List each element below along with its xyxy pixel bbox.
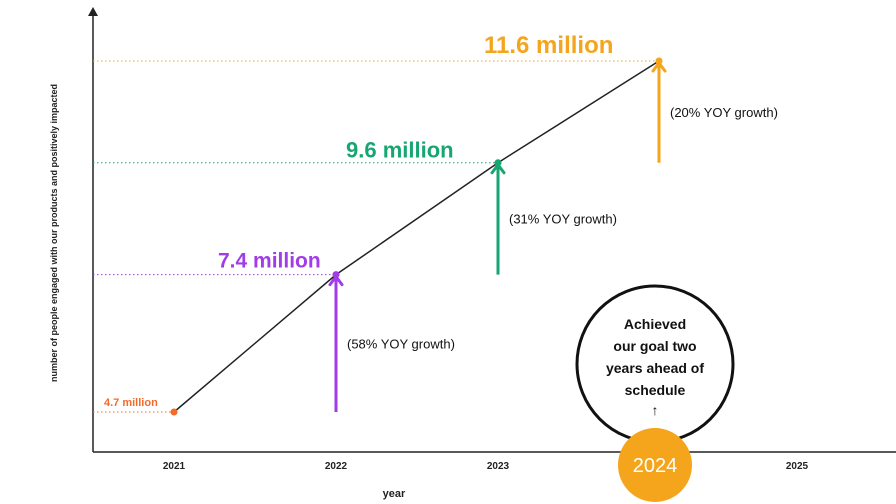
series-line-layer: [170, 57, 663, 416]
x-tick-2025: 2025: [786, 461, 809, 472]
callout-line-1: Achieved: [624, 316, 686, 332]
badge-label: 2024: [633, 455, 678, 477]
growth-label-2022: (58% YOY growth): [347, 336, 455, 351]
x-tick-2023: 2023: [487, 461, 510, 472]
data-point-2024: [655, 57, 663, 65]
y-axis-label: number of people engaged with our produc…: [49, 84, 59, 382]
series-line: [173, 60, 660, 413]
value-label-2024: 11.6 million: [484, 32, 613, 59]
data-point-2023: [494, 159, 502, 167]
callout-line-3: years ahead of: [606, 360, 704, 376]
badge-circle: [618, 428, 692, 502]
callout-line-4: schedule: [625, 382, 686, 398]
value-labels: 4.7 million 7.4 million 9.6 million 11.6 mi…: [104, 32, 613, 409]
up-arrow-icon: ↑: [652, 402, 659, 418]
value-label-2021: 4.7 million: [104, 397, 158, 409]
year-badge: 2024: [618, 428, 692, 502]
value-label-2023: 9.6 million: [346, 138, 454, 163]
data-point-2022: [332, 271, 340, 279]
x-tick-labels: 2021 2022 2023 2025: [163, 461, 809, 472]
goal-callout: Achieved our goal two years ahead of sch…: [575, 284, 735, 444]
callout-line-2: our goal two: [613, 338, 696, 354]
guide-lines: [93, 60, 659, 413]
x-axis-label: year: [383, 488, 406, 500]
growth-labels: (58% YOY growth) (31% YOY growth) (20% YOY…: [347, 105, 778, 351]
x-tick-2021: 2021: [163, 461, 186, 472]
y-axis-arrow-icon: [88, 7, 98, 16]
growth-label-2024: (20% YOY growth): [670, 105, 778, 120]
growth-label-2023: (31% YOY growth): [509, 212, 617, 227]
data-point-2021: [170, 408, 178, 416]
value-label-2022: 7.4 million: [218, 250, 321, 273]
x-tick-2022: 2022: [325, 461, 348, 472]
